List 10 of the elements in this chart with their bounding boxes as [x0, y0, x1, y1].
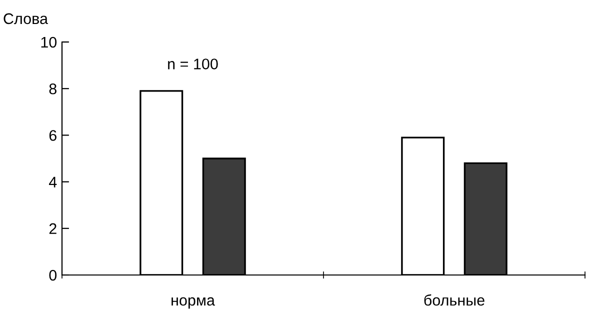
x-tick-label: больные — [424, 294, 484, 306]
x-tick-label: норма — [172, 297, 215, 309]
y-tick-label: 6 — [49, 130, 56, 141]
y-tick-label: 2 — [49, 223, 56, 234]
y-tick-label: 8 — [49, 83, 56, 94]
y-tick-label: 0 — [49, 270, 57, 281]
y-tick-label: 4 — [48, 176, 57, 188]
y-axis-title: Слова — [4, 13, 48, 24]
y-tick-label: 10 — [41, 36, 57, 48]
annotation: n = 100 — [168, 58, 218, 70]
